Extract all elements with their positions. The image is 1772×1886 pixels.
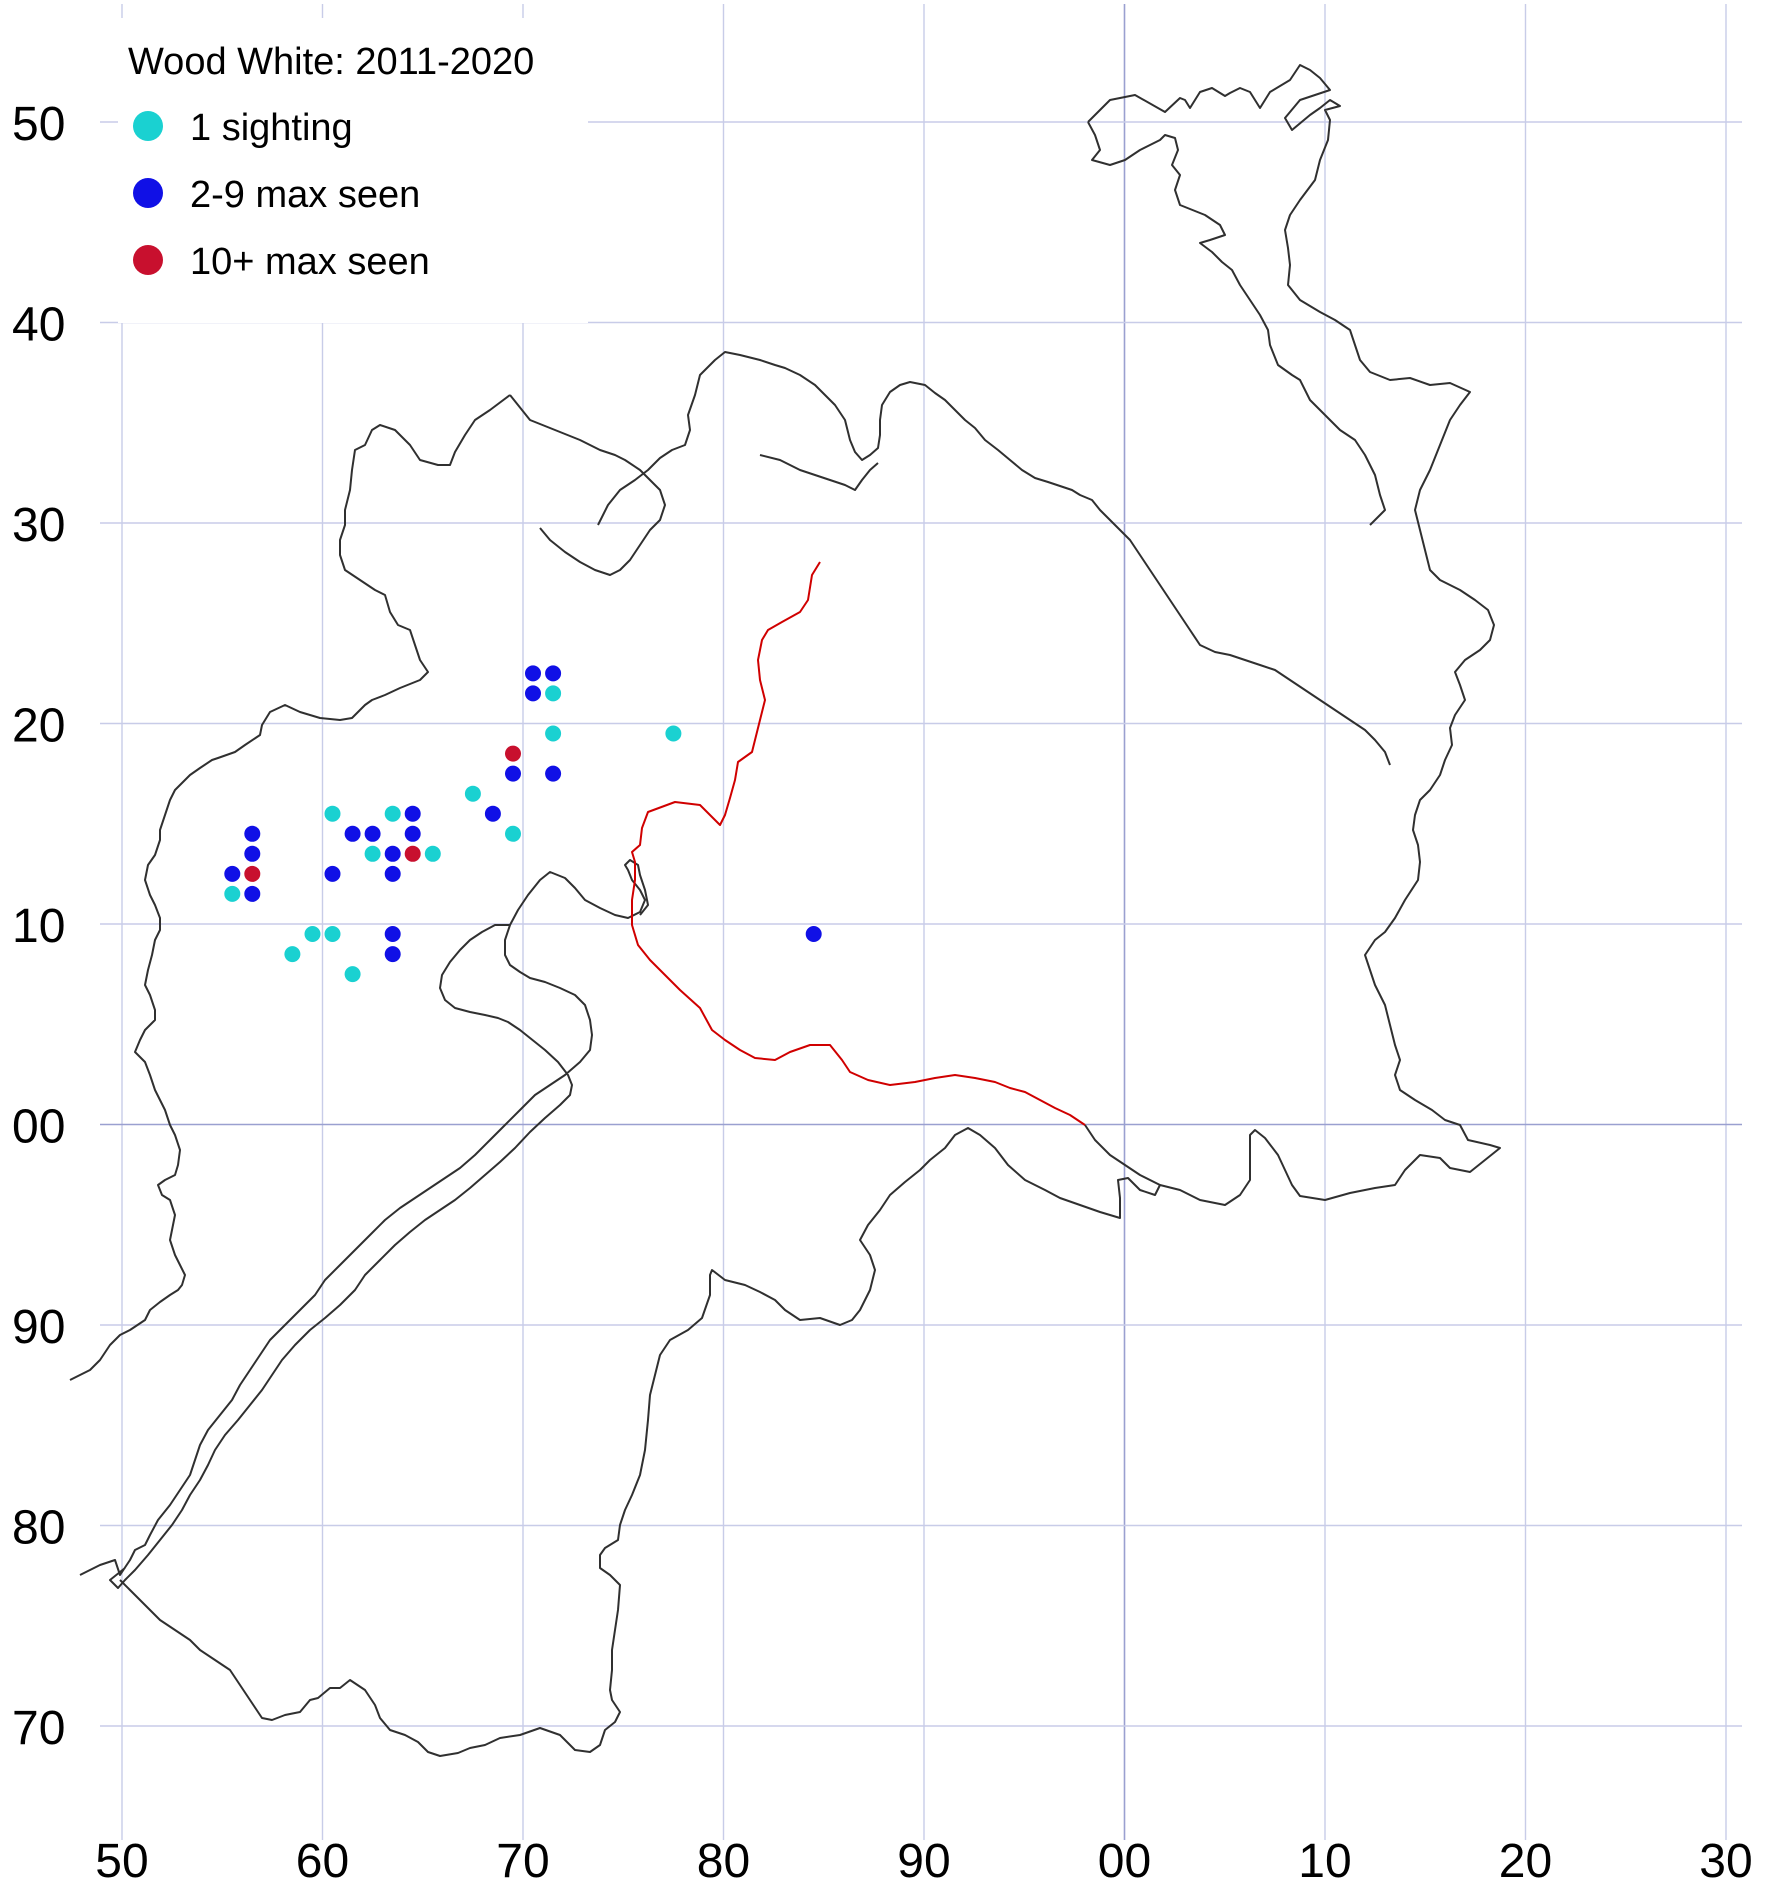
sighting-dot-many — [505, 745, 521, 762]
legend-label-one: 1 sighting — [190, 107, 353, 149]
x-tick-label: 60 — [296, 1835, 349, 1886]
sighting-dot-few — [805, 926, 822, 942]
legend: Wood White: 2011-2020 1 sighting 2-9 max s… — [4, 18, 588, 330]
coastline — [119, 64, 1501, 1757]
sighting-dot-few — [244, 885, 261, 902]
legend-swatch-one — [133, 111, 163, 141]
x-tick-label: 50 — [95, 1835, 148, 1886]
legend-label-many: 10+ max seen — [190, 241, 430, 283]
y-tick-label: 50 — [12, 98, 65, 151]
sighting-dot-few — [324, 865, 341, 882]
y-tick-label: 80 — [12, 1502, 65, 1555]
sighting-dot-few — [384, 865, 401, 882]
sighting-dot-many — [244, 865, 261, 882]
sighting-dot-one — [545, 725, 562, 742]
y-tick-label: 00 — [12, 1101, 65, 1154]
sighting-dot-one — [424, 845, 441, 862]
sighting-dot-one — [284, 946, 301, 963]
sighting-dot-few — [404, 825, 421, 842]
x-tick-label: 20 — [1499, 1835, 1552, 1886]
map-title: Wood White: 2011-2020 — [128, 41, 534, 83]
sighting-dot-one — [384, 805, 401, 822]
coastline-south — [1084, 1124, 1161, 1186]
sighting-dot-one — [464, 785, 481, 802]
sighting-dot-few — [244, 825, 261, 842]
x-tick-label: 70 — [496, 1835, 549, 1886]
x-tick-label: 90 — [897, 1835, 950, 1886]
sighting-dot-one — [665, 725, 682, 742]
sighting-dot-few — [484, 805, 501, 822]
sighting-dot-one — [364, 845, 381, 862]
sighting-dot-few — [344, 825, 361, 842]
y-tick-label: 30 — [12, 499, 65, 552]
x-tick-label: 00 — [1098, 1835, 1151, 1886]
sighting-dot-one — [224, 885, 241, 902]
sighting-dot-one — [324, 805, 341, 822]
sighting-dot-few — [505, 765, 521, 782]
legend-swatch-many — [133, 245, 163, 275]
x-tick-label: 10 — [1298, 1835, 1351, 1886]
sighting-dot-one — [505, 825, 521, 842]
sighting-dot-few — [384, 845, 401, 862]
sighting-dots — [224, 665, 822, 983]
label-background — [4, 90, 74, 330]
axis-ticks: 50 60 70 80 90 00 10 20 30 50 40 30 20 10 00 90 80 70 — [12, 98, 1753, 1886]
sighting-dot-few — [364, 825, 381, 842]
y-tick-label: 70 — [12, 1702, 65, 1755]
legend-swatch-few — [133, 178, 163, 208]
y-tick-label: 20 — [12, 700, 65, 753]
sighting-dot-few — [525, 665, 541, 682]
sighting-dot-few — [545, 665, 562, 682]
sighting-dot-few — [244, 845, 261, 862]
y-tick-label: 90 — [12, 1301, 65, 1354]
sighting-dot-few — [545, 765, 562, 782]
sighting-dot-one — [545, 685, 562, 702]
sighting-dot-few — [525, 685, 541, 702]
legend-background — [118, 18, 588, 323]
coastline-north — [597, 351, 1391, 766]
sighting-dot-one — [304, 926, 321, 942]
sighting-dot-few — [384, 946, 401, 963]
sighting-dot-few — [404, 805, 421, 822]
sighting-dot-one — [324, 926, 341, 942]
county-outline — [69, 64, 1501, 1757]
x-tick-label: 80 — [697, 1835, 750, 1886]
sighting-dot-few — [384, 926, 401, 942]
sighting-dot-one — [344, 966, 361, 983]
vice-county-boundary — [631, 561, 1086, 1126]
y-tick-label: 10 — [12, 900, 65, 953]
legend-label-few: 2-9 max seen — [190, 174, 420, 216]
coastline-west — [69, 394, 511, 1381]
y-tick-label: 40 — [12, 299, 65, 352]
coastline-central — [509, 394, 879, 576]
x-tick-label: 30 — [1699, 1835, 1752, 1886]
sighting-dot-few — [224, 865, 241, 882]
estuary — [79, 859, 649, 1589]
sighting-dot-many — [404, 845, 421, 862]
